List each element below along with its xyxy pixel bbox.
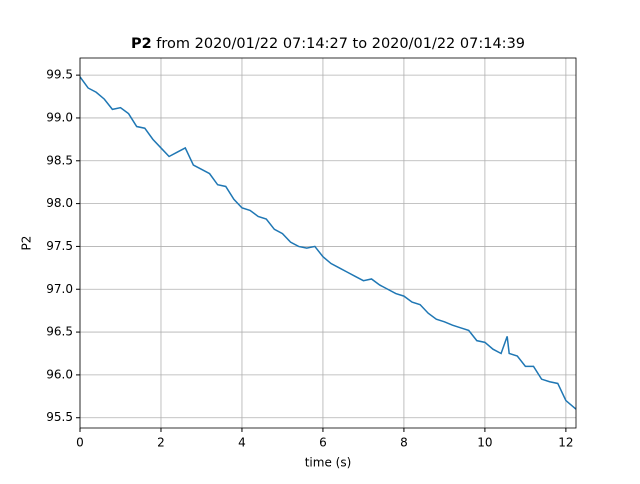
x-tick-label: 6: [319, 436, 327, 450]
x-tick-label: 0: [76, 436, 84, 450]
x-tick-label: 4: [238, 436, 246, 450]
y-tick-label: 97.0: [46, 282, 73, 296]
x-tick-label: 2: [157, 436, 165, 450]
title-bold: P2: [131, 36, 152, 52]
y-axis-label: P2: [20, 236, 34, 251]
y-tick-label: 98.0: [46, 196, 73, 210]
y-tick-label: 97.5: [46, 239, 73, 253]
data-line: [80, 76, 576, 410]
y-tick-label: 95.5: [46, 410, 73, 424]
y-tick-label: 99.5: [46, 68, 73, 82]
x-tick-label: 12: [558, 436, 573, 450]
y-tick-label: 96.5: [46, 325, 73, 339]
y-tick-label: 98.5: [46, 153, 73, 167]
x-tick-label: 8: [400, 436, 408, 450]
chart-title: P2 from 2020/01/22 07:14:27 to 2020/01/2…: [131, 36, 525, 52]
plot-frame: [79, 57, 577, 429]
title-text: from 2020/01/22 07:14:27 to 2020/01/22 0…: [156, 36, 525, 52]
y-tick-label: 99.0: [46, 110, 73, 124]
x-axis-label: time (s): [305, 456, 352, 470]
x-tick-label: 10: [477, 436, 492, 450]
y-tick-label: 96.0: [46, 367, 73, 381]
